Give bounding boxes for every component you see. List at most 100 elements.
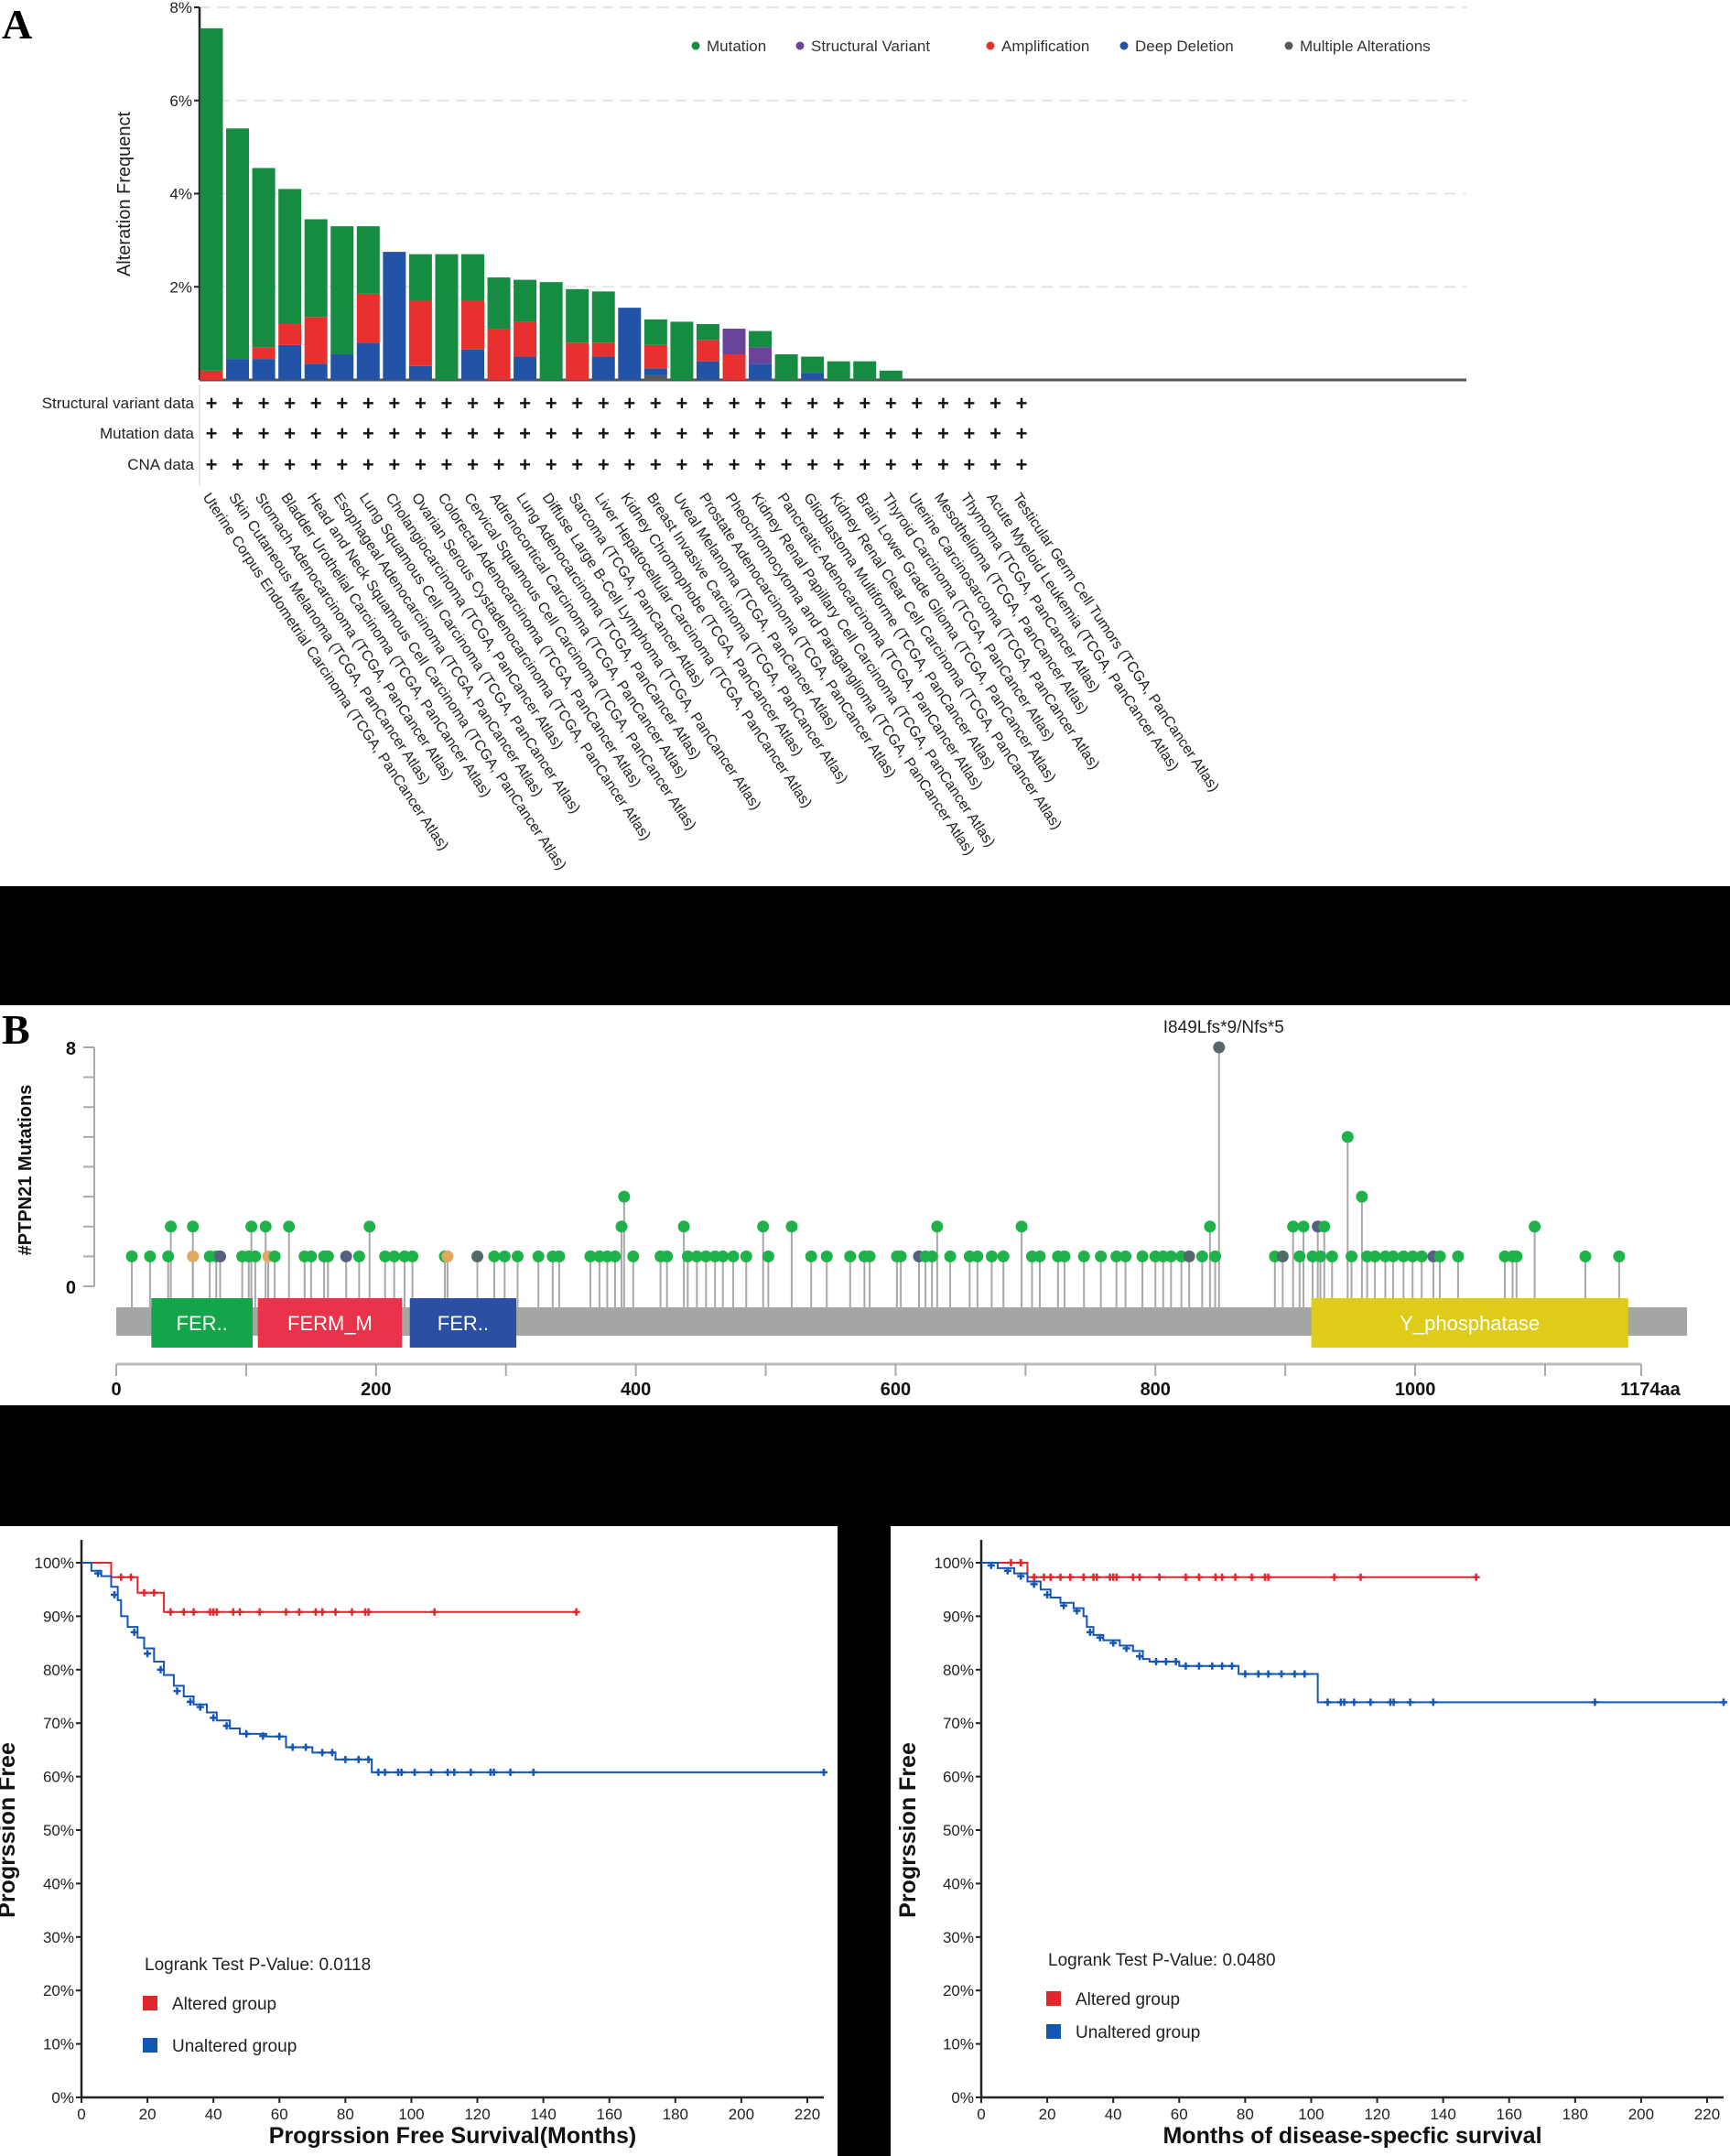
y-tick-label: 10%: [943, 2036, 974, 2053]
lollipop-head: [740, 1250, 752, 1262]
profile-marker: +: [676, 453, 687, 476]
profile-marker: +: [964, 422, 976, 445]
y-tick-label: 60%: [943, 1769, 974, 1786]
profile-marker: +: [650, 422, 662, 445]
lollipop-head: [1529, 1220, 1541, 1233]
bar-segment: [643, 374, 667, 380]
bar-segment: [304, 219, 328, 318]
bar-segment: [356, 342, 380, 380]
profile-marker: +: [650, 453, 662, 476]
profile-marker: +: [859, 392, 870, 415]
y-tick-label: 100%: [935, 1555, 974, 1572]
legend-label: Mutation: [707, 38, 766, 55]
panel-b-label: B: [2, 1006, 30, 1053]
lollipop-head: [985, 1250, 998, 1262]
censor-mark: [1182, 1662, 1190, 1670]
x-tick-label: 60: [271, 2106, 288, 2123]
survival-curve: [81, 1562, 577, 1613]
x-tick-label: 600: [881, 1380, 911, 1400]
censor-mark: [1122, 1644, 1130, 1652]
lollipop-head: [1033, 1250, 1046, 1262]
lollipop-head: [1293, 1250, 1306, 1262]
censor-mark: [331, 1608, 340, 1616]
lollipop-head: [165, 1220, 178, 1233]
x-tick-label: 40: [205, 2106, 222, 2123]
profile-marker: +: [911, 392, 923, 415]
lollipop-head: [717, 1250, 730, 1262]
bar-segment: [749, 330, 773, 348]
x-tick-label: 220: [795, 2106, 820, 2123]
censor-mark: [427, 1768, 436, 1776]
lollipop-head: [1452, 1250, 1465, 1262]
lollipop-head: [727, 1250, 740, 1262]
profile-marker: +: [833, 422, 845, 445]
profile-marker: +: [676, 392, 687, 415]
censor-mark: [1060, 1601, 1068, 1609]
legend-label: Altered group: [172, 1995, 276, 2014]
profile-marker: +: [493, 392, 505, 415]
bar-segment: [304, 363, 328, 380]
y-tick-label: 60%: [43, 1769, 74, 1786]
y-tick-label: 100%: [35, 1555, 74, 1572]
censor-mark: [229, 1608, 237, 1616]
lollipop-head: [187, 1220, 200, 1233]
profile-marker: +: [493, 422, 505, 445]
protein-domain-label: FERM_M: [287, 1312, 373, 1335]
profile-marker: +: [546, 392, 557, 415]
profile-marker: +: [885, 453, 897, 476]
censor-mark: [1155, 1573, 1163, 1581]
x-tick-label: 40: [1105, 2106, 1122, 2123]
censor-mark: [374, 1768, 383, 1776]
bar-segment: [226, 128, 250, 360]
censor-mark: [186, 1697, 194, 1706]
censor-mark: [529, 1768, 537, 1776]
protein-domain-label: FER..: [177, 1312, 228, 1335]
censor-mark: [381, 1768, 389, 1776]
profile-marker: +: [232, 392, 243, 415]
lollipop-head: [931, 1220, 944, 1233]
bar-segment: [722, 354, 746, 380]
profile-marker: +: [806, 422, 818, 445]
profile-marker: +: [336, 392, 348, 415]
lollipop-head: [1287, 1220, 1300, 1233]
bar-segment: [408, 365, 432, 380]
y-tick-label: 80%: [943, 1662, 974, 1679]
profile-marker: +: [781, 422, 793, 445]
bar-segment: [696, 361, 719, 380]
x-tick-label: 180: [1562, 2106, 1588, 2123]
lollipop-head: [1356, 1190, 1368, 1203]
censor-mark: [1227, 1662, 1236, 1670]
bar-segment: [566, 288, 589, 343]
censor-mark: [1096, 1633, 1104, 1641]
lollipop-head: [1613, 1250, 1626, 1262]
profile-marker: +: [258, 422, 270, 445]
censor-mark: [1406, 1698, 1414, 1706]
censor-mark: [1264, 1573, 1272, 1581]
censor-mark: [1254, 1670, 1262, 1678]
lollipop-head: [820, 1250, 833, 1262]
censor-mark: [328, 1749, 336, 1757]
censor-mark: [255, 1608, 264, 1616]
y-tick-label: 50%: [943, 1822, 974, 1839]
x-tick-label: 180: [663, 2106, 688, 2123]
y-tick-label: 8: [66, 1039, 76, 1059]
bar-segment: [278, 344, 302, 380]
lollipop-head: [1136, 1250, 1149, 1262]
x-tick-label: 400: [621, 1380, 651, 1400]
x-tick-label: 200: [729, 2106, 754, 2123]
censor-mark: [295, 1608, 303, 1616]
x-tick-label: 60: [1171, 2106, 1188, 2123]
censor-mark: [341, 1755, 350, 1763]
lollipop-head: [618, 1190, 631, 1203]
profile-marker: +: [989, 453, 1001, 476]
profile-marker: +: [441, 453, 453, 476]
lollipop-head: [441, 1250, 454, 1262]
censor-mark: [1079, 1573, 1087, 1581]
profile-marker: +: [911, 422, 923, 445]
lollipop-head: [690, 1250, 703, 1262]
censor-mark: [1429, 1698, 1437, 1706]
panel-b: B 0 8 #PTPN21 Mutations FER.. FERM_M FER.. Y_p…: [0, 1005, 1730, 1405]
profile-marker: +: [310, 453, 322, 476]
bar-segment: [200, 27, 223, 371]
y-tick-label: 40%: [943, 1875, 974, 1892]
